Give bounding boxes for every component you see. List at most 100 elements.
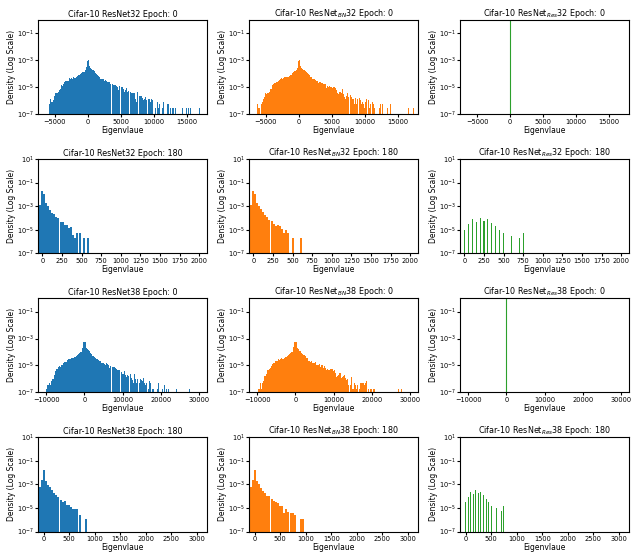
Bar (144, 383, 145, 559)
Bar (306, 358, 307, 559)
Bar (87, 349, 88, 559)
Bar (279, 225, 281, 559)
Bar (81, 352, 83, 559)
Y-axis label: Density (Log Scale): Density (Log Scale) (7, 308, 16, 382)
Bar (321, 365, 323, 559)
Bar (373, 389, 374, 559)
Bar (136, 102, 138, 559)
Bar (269, 220, 271, 559)
Bar (66, 505, 68, 559)
Bar (356, 104, 357, 559)
Bar (302, 354, 303, 559)
Bar (135, 98, 136, 559)
Bar (349, 95, 351, 559)
Bar (124, 92, 125, 559)
Bar (307, 73, 308, 559)
Bar (84, 70, 86, 559)
Bar (337, 93, 339, 559)
Bar (252, 480, 253, 559)
Bar (170, 108, 171, 559)
Bar (291, 75, 292, 559)
Bar (300, 351, 301, 559)
Bar (349, 385, 351, 559)
Bar (100, 79, 101, 559)
Bar (116, 369, 117, 559)
Bar (296, 342, 297, 559)
Title: Cifar-10 ResNet38 Epoch: 0: Cifar-10 ResNet38 Epoch: 0 (68, 288, 177, 297)
Bar (301, 353, 302, 559)
Bar (285, 509, 287, 559)
Bar (116, 86, 117, 559)
Bar (60, 221, 61, 559)
Bar (284, 233, 285, 559)
Bar (335, 373, 336, 559)
Bar (275, 361, 276, 559)
Bar (260, 389, 262, 559)
Bar (340, 378, 342, 559)
Bar (86, 348, 87, 559)
Bar (166, 104, 168, 559)
Bar (59, 89, 60, 559)
Bar (99, 362, 100, 559)
Bar (74, 357, 76, 559)
Bar (281, 78, 282, 559)
Bar (117, 87, 118, 559)
Bar (268, 93, 269, 559)
Bar (257, 104, 259, 559)
Bar (43, 470, 45, 559)
Bar (317, 365, 318, 559)
Bar (289, 354, 290, 559)
Bar (352, 98, 353, 559)
Bar (111, 367, 113, 559)
Bar (379, 108, 380, 559)
Bar (59, 366, 60, 559)
Bar (325, 368, 326, 559)
Bar (358, 97, 360, 559)
Title: Cifar-10 ResNet$_{Res}$32 Epoch: 180: Cifar-10 ResNet$_{Res}$32 Epoch: 180 (478, 146, 611, 159)
Bar (145, 97, 147, 559)
Bar (148, 98, 150, 559)
Bar (141, 96, 142, 559)
X-axis label: Eigenvlaue: Eigenvlaue (312, 404, 355, 413)
Bar (53, 100, 54, 559)
Bar (281, 358, 282, 559)
Bar (159, 104, 160, 559)
Bar (51, 381, 52, 559)
Bar (67, 81, 68, 559)
Bar (101, 79, 102, 559)
Bar (143, 378, 144, 559)
Bar (56, 93, 58, 559)
Bar (101, 363, 102, 559)
Bar (293, 348, 294, 559)
Bar (390, 104, 391, 559)
X-axis label: Eigenvlaue: Eigenvlaue (102, 404, 144, 413)
Bar (89, 351, 90, 559)
Bar (291, 352, 292, 559)
Bar (113, 367, 114, 559)
Bar (501, 510, 502, 559)
Bar (363, 383, 364, 559)
Bar (123, 89, 124, 559)
X-axis label: Eigenvlaue: Eigenvlaue (524, 404, 566, 413)
Bar (299, 350, 300, 559)
Bar (49, 210, 51, 559)
Bar (52, 102, 53, 559)
Bar (264, 492, 266, 559)
Bar (47, 206, 49, 559)
Bar (199, 108, 200, 559)
Bar (49, 383, 50, 559)
Bar (335, 88, 336, 559)
Bar (120, 87, 122, 559)
Bar (334, 370, 335, 559)
Bar (323, 84, 324, 559)
Bar (150, 102, 151, 559)
Bar (129, 375, 131, 559)
Bar (168, 389, 169, 559)
Bar (321, 83, 323, 559)
Bar (318, 365, 319, 559)
Bar (138, 383, 140, 559)
Bar (398, 389, 399, 559)
Y-axis label: Density (Log Scale): Density (Log Scale) (429, 308, 438, 382)
Bar (47, 485, 49, 559)
Bar (259, 108, 260, 559)
